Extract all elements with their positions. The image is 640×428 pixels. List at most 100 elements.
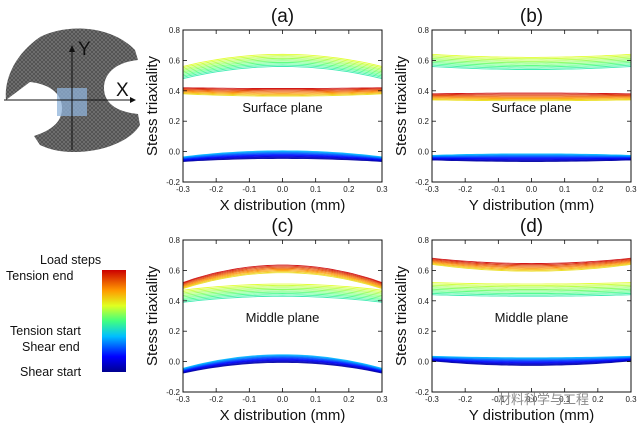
series-line — [432, 155, 631, 158]
series-line — [432, 356, 631, 360]
series-line — [183, 294, 382, 302]
x-axis-label: X distribution (mm) — [220, 407, 346, 424]
x-tick-label: 0.3 — [376, 395, 388, 404]
series-line — [432, 355, 631, 359]
series-line — [432, 359, 631, 366]
series-line — [183, 267, 382, 286]
series-line — [183, 150, 382, 158]
y-tick-label: 0.4 — [169, 87, 181, 96]
plane-annotation: Surface plane — [242, 100, 322, 115]
series-line — [183, 154, 382, 160]
x-tick-label: 0.0 — [277, 185, 289, 194]
x-tick-label: 0.2 — [592, 395, 604, 404]
series-line — [432, 158, 631, 161]
series-line — [183, 157, 382, 162]
series-line — [183, 361, 382, 374]
series-line — [432, 156, 631, 158]
series-line — [183, 151, 382, 159]
series-line — [432, 55, 631, 60]
series-line — [183, 90, 382, 94]
x-tick-label: -0.2 — [458, 395, 472, 404]
series-line — [183, 92, 382, 96]
series-line — [432, 292, 631, 296]
series-line — [432, 287, 631, 290]
series-line — [183, 157, 382, 162]
series-line — [432, 98, 631, 101]
series-line — [432, 262, 631, 270]
series-line — [432, 259, 631, 267]
series-line — [183, 358, 382, 372]
series-line — [183, 61, 382, 76]
series-line — [432, 294, 631, 297]
y-tick-label: 0.2 — [169, 117, 181, 126]
x-tick-label: 0.2 — [592, 185, 604, 194]
series-line — [183, 156, 382, 162]
panel-title: (b) — [520, 6, 543, 27]
series-group — [183, 264, 382, 374]
y-tick-label: 0.4 — [169, 297, 181, 306]
x-tick-label: 0.3 — [625, 185, 637, 194]
series-line — [183, 272, 382, 290]
series-line — [183, 91, 382, 95]
series-line — [432, 356, 631, 359]
series-group — [432, 257, 631, 366]
series-line — [183, 359, 382, 373]
series-line — [432, 283, 631, 286]
y-tick-label: -0.2 — [166, 178, 180, 187]
specimen-y-label: Y — [78, 39, 91, 60]
series-line — [183, 355, 382, 370]
series-line — [432, 158, 631, 160]
legend-label-shear-end: Shear end — [22, 340, 80, 354]
series-line — [432, 59, 631, 64]
series-line — [432, 260, 631, 268]
series-line — [183, 87, 382, 89]
y-tick-label: -0.2 — [415, 178, 429, 187]
specimen-x-label: X — [116, 80, 129, 101]
y-tick-label: 0.0 — [169, 148, 181, 157]
x-tick-label: -0.1 — [491, 395, 505, 404]
series-line — [432, 288, 631, 292]
y-tick-label: 0.8 — [169, 26, 181, 35]
series-group — [432, 53, 631, 162]
series-line — [432, 282, 631, 285]
series-line — [432, 257, 631, 265]
series-line — [183, 286, 382, 294]
plane-annotation: Middle plane — [495, 310, 569, 325]
series-line — [432, 359, 631, 365]
x-tick-label: 0.1 — [310, 185, 322, 194]
series-line — [432, 153, 631, 156]
x-tick-label: 0.0 — [526, 395, 538, 404]
series-line — [432, 291, 631, 294]
x-tick-label: 0.1 — [559, 395, 571, 404]
panel-title: (d) — [520, 216, 543, 237]
y-tick-label: 0.6 — [418, 266, 430, 275]
x-tick-label: 0.0 — [277, 395, 289, 404]
x-axis-label: Y distribution (mm) — [469, 197, 595, 214]
series-line — [183, 359, 382, 372]
x-tick-label: -0.1 — [491, 185, 505, 194]
y-tick-label: -0.2 — [415, 388, 429, 397]
series-line — [183, 356, 382, 371]
series-line — [432, 358, 631, 364]
y-tick-label: 0.4 — [418, 297, 430, 306]
x-tick-label: 0.1 — [310, 395, 322, 404]
series-line — [432, 154, 631, 157]
series-line — [432, 63, 631, 68]
x-tick-label: 0.3 — [376, 185, 388, 194]
series-line — [432, 284, 631, 288]
series-line — [183, 57, 382, 71]
series-line — [183, 270, 382, 288]
y-axis-label: Stess triaxiality — [393, 265, 410, 366]
y-tick-label: 0.6 — [169, 56, 181, 65]
series-line — [183, 293, 382, 301]
y-axis-label: Stess triaxiality — [393, 55, 410, 156]
legend-colorbar — [102, 270, 126, 372]
series-line — [432, 99, 631, 102]
series-line — [183, 268, 382, 287]
series-line — [183, 284, 382, 292]
series-line — [432, 53, 631, 58]
series-line — [432, 263, 631, 271]
series-line — [183, 155, 382, 161]
series-line — [432, 92, 631, 95]
series-line — [183, 93, 382, 97]
